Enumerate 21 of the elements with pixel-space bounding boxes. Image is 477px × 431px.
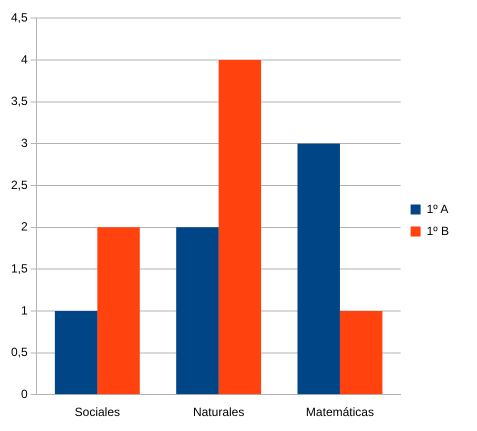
y-tick-label: 0,5 [10,345,28,360]
y-tick-label: 0 [20,386,28,401]
y-tick-label: 2,5 [10,178,28,192]
x-tick-label: Naturales [192,405,244,420]
legend-label: 1º A [426,202,448,216]
bar [297,144,340,394]
y-tick-label: 1 [20,303,28,318]
bar [54,310,98,394]
y-tick-label: 4 [20,52,28,66]
x-tick-label: Sociales [74,405,120,420]
legend-label: 1º B [426,224,450,238]
bar [97,227,140,394]
bar [340,310,382,394]
bar [218,60,262,394]
y-tick-label: 4,5 [10,10,28,25]
x-tick-label: Matemáticas [306,405,374,420]
bar [176,227,219,394]
y-tick-label: 3 [20,136,28,150]
y-tick-label: 2 [20,220,28,234]
y-tick-label: 3,5 [10,94,28,108]
y-tick-label: 1,5 [10,261,28,276]
